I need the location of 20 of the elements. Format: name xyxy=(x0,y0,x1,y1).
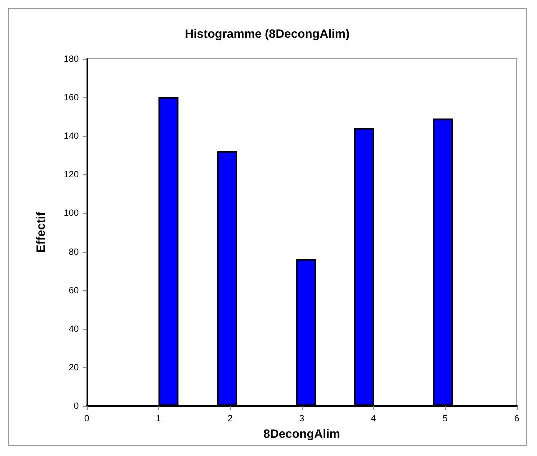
y-tick-label: 160 xyxy=(64,92,79,103)
y-tick-label: 60 xyxy=(68,285,79,296)
y-tick-label: 180 xyxy=(64,54,79,64)
y-tick-label: 0 xyxy=(74,401,79,411)
x-tick-label: 0 xyxy=(84,414,90,424)
y-tick-label: 100 xyxy=(64,208,79,218)
x-axis-title: 8DecongAlim xyxy=(264,427,340,441)
chart-title: Histogramme (8DecongAlim) xyxy=(185,27,350,41)
y-tick-label: 120 xyxy=(64,170,79,180)
y-tick-label: 80 xyxy=(68,246,79,257)
x-tick-label: 2 xyxy=(228,414,233,424)
x-tick-label: 3 xyxy=(299,414,305,424)
y-tick-label: 140 xyxy=(64,131,79,142)
x-tick-label: 6 xyxy=(514,414,520,424)
x-tick-label: 1 xyxy=(156,414,162,424)
x-tick-label: 4 xyxy=(371,414,376,424)
y-tick-label: 20 xyxy=(68,362,79,372)
y-tick-label: 40 xyxy=(68,324,79,334)
y-axis-title: Effectif xyxy=(34,211,48,253)
x-tick-label: 5 xyxy=(442,414,448,424)
